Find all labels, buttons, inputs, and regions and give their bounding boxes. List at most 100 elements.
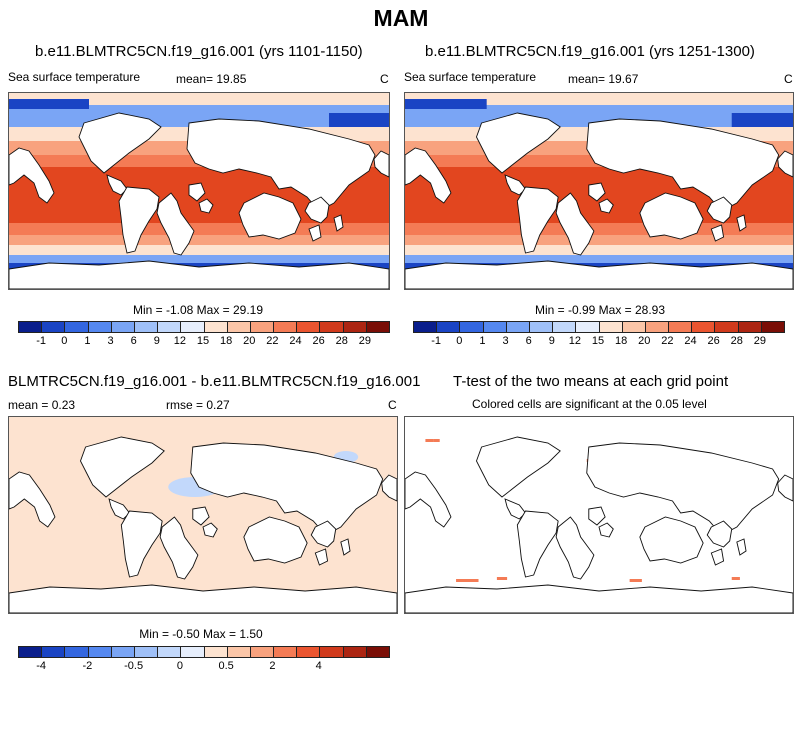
- colorbar-swatch: [320, 322, 344, 332]
- significant-cell: [456, 579, 479, 582]
- panel1-colorbar-labels: -1 0 1 3 6 9 12 15 18 20 22 24 26 28 29: [18, 335, 388, 349]
- colorbar-swatch: [343, 647, 367, 657]
- coastline: [340, 538, 351, 556]
- coastline: [710, 224, 725, 242]
- panel3-units: C: [388, 398, 397, 412]
- colorbar-swatch: [65, 647, 89, 657]
- colorbar-tick-label: -2: [82, 660, 93, 672]
- coastline: [475, 112, 561, 174]
- significant-cell: [433, 439, 440, 442]
- colorbar-tick-label: 4: [315, 660, 322, 672]
- sst-polar-patch: [9, 99, 89, 109]
- colorbar-tick-label: 22: [661, 335, 674, 347]
- sst-band: [9, 255, 389, 263]
- colorbar-tick-label: 1: [479, 335, 486, 347]
- panel2-map: [404, 92, 794, 290]
- figure-title: MAM: [373, 5, 429, 31]
- panel2-minmax: Min = -0.99 Max = 28.93: [534, 303, 666, 317]
- colorbar-swatch: [134, 647, 159, 657]
- colorbar-swatch: [669, 322, 693, 332]
- colorbar-tick-label: 18: [615, 335, 628, 347]
- colorbar-swatch: [738, 322, 762, 332]
- colorbar-tick-label: 1: [84, 335, 91, 347]
- colorbar-swatch: [715, 322, 739, 332]
- panel4-subtitle: Colored cells are significant at the 0.0…: [472, 397, 707, 411]
- coastline: [198, 198, 214, 214]
- panel2-mean: mean= 19.67: [568, 72, 639, 86]
- coastline: [555, 192, 595, 256]
- colorbar-tick-label: 20: [243, 335, 256, 347]
- colorbar-tick-label: 3: [502, 335, 509, 347]
- sst-band: [9, 223, 389, 235]
- colorbar-tick-label: 2: [269, 660, 276, 672]
- coastline: [706, 520, 733, 548]
- colorbar-swatch: [88, 647, 112, 657]
- coastline: [736, 214, 747, 232]
- sst-band: [405, 245, 793, 255]
- panel3-mean: mean = 0.23: [8, 398, 76, 412]
- panel1-minmax: Min = -1.08 Max = 29.19: [132, 303, 264, 317]
- colorbar-swatch: [761, 322, 784, 332]
- coastline: [405, 147, 452, 204]
- colorbar-tick-label: 6: [525, 335, 532, 347]
- panel4-map: [404, 416, 794, 614]
- colorbar-swatch: [42, 322, 66, 332]
- colorbar-swatch: [553, 322, 577, 332]
- coastline: [79, 436, 165, 498]
- colorbar-swatch: [483, 322, 507, 332]
- coastline: [9, 471, 56, 528]
- sst-band: [9, 245, 389, 255]
- coastline: [304, 196, 330, 224]
- coastline: [555, 516, 595, 580]
- colorbar-tick-label: 28: [730, 335, 743, 347]
- significant-cell: [731, 577, 740, 580]
- sst-band: [405, 255, 793, 263]
- coastline: [706, 196, 733, 224]
- colorbar-tick-label: 0.5: [218, 660, 234, 672]
- panel2-colorbar-labels: -1 0 1 3 6 9 12 15 18 20 22 24 26 28 29: [413, 335, 783, 349]
- colorbar-swatch: [111, 647, 135, 657]
- colorbar-tick-label: 26: [707, 335, 720, 347]
- coastline: [777, 150, 793, 178]
- coastline: [504, 174, 527, 196]
- colorbar-tick-label: 24: [684, 335, 697, 347]
- panel3-map: [8, 416, 398, 614]
- colorbar-swatch: [320, 647, 344, 657]
- panel1-colorbar: [18, 321, 390, 333]
- coastline: [9, 260, 389, 289]
- coastline: [516, 186, 559, 254]
- coastline: [504, 498, 527, 520]
- colorbar-swatch: [227, 647, 251, 657]
- sst-polar-patch: [405, 99, 487, 109]
- colorbar-swatch: [204, 647, 228, 657]
- coastline: [310, 520, 337, 548]
- colorbar-swatch: [576, 322, 600, 332]
- panel1-variable: Sea surface temperature: [8, 70, 141, 84]
- coastline: [373, 150, 389, 178]
- coastline: [710, 548, 725, 566]
- colorbar-tick-label: 28: [335, 335, 348, 347]
- coastline: [188, 182, 206, 202]
- coastline: [777, 474, 793, 502]
- colorbar-tick-label: -1: [431, 335, 442, 347]
- panel1-title: b.e11.BLMTRC5CN.f19_g16.001 (yrs 1101-11…: [35, 43, 363, 60]
- colorbar-swatch: [366, 647, 389, 657]
- colorbar-tick-label: 24: [289, 335, 302, 347]
- coastline: [192, 506, 210, 526]
- coastline: [598, 522, 614, 538]
- colorbar-swatch: [111, 322, 135, 332]
- colorbar-swatch: [134, 322, 159, 332]
- panel3-title: BLMTRC5CN.f19_g16.001 - b.e11.BLMTRC5CN.…: [8, 373, 421, 390]
- colorbar-swatch: [366, 322, 389, 332]
- coastline: [120, 510, 163, 578]
- colorbar-swatch: [42, 647, 66, 657]
- panel1-units: C: [380, 72, 389, 86]
- colorbar-tick-label: 20: [638, 335, 651, 347]
- panel4-title: T-test of the two means at each grid poi…: [453, 373, 729, 390]
- colorbar-tick-label: -0.5: [124, 660, 144, 672]
- colorbar-tick-label: 26: [312, 335, 325, 347]
- coastline: [308, 224, 322, 242]
- sst-polar-patch: [731, 113, 793, 127]
- coastline: [333, 214, 344, 232]
- colorbar-swatch: [250, 647, 275, 657]
